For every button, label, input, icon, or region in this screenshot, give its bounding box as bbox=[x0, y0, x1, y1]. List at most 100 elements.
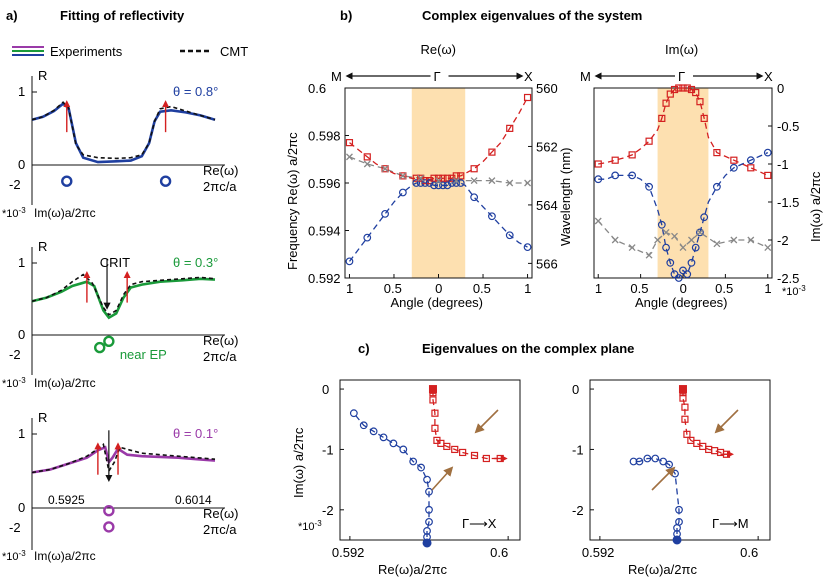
x-tick-label: 0.6 bbox=[740, 545, 758, 560]
x-tick-label: 0.592 bbox=[332, 545, 365, 560]
symmetry-gamma: Γ bbox=[434, 69, 441, 84]
y-tick-label: 0 bbox=[322, 382, 329, 397]
r-axis-label: R bbox=[38, 239, 47, 254]
im-axis-label: Im(ω)a/2πc bbox=[34, 549, 96, 563]
red-data-point bbox=[700, 114, 708, 123]
y-tick-label: -2.5 bbox=[777, 271, 799, 286]
x-axis-label-bottom: 2πc/a bbox=[203, 179, 237, 194]
blue-eigenvalue-point bbox=[643, 454, 652, 463]
gray-fit-line bbox=[597, 220, 769, 257]
direction-label: Γ⟶M bbox=[712, 516, 749, 531]
eigenvalue-point bbox=[103, 335, 115, 347]
y-axis-label: Frequency Re(ω) a/2πc bbox=[285, 132, 300, 270]
y-tick-label: -1 bbox=[777, 157, 789, 172]
gray-data-point bbox=[764, 244, 772, 252]
gray-data-point bbox=[713, 240, 721, 248]
symmetry-gamma: Γ bbox=[678, 69, 685, 84]
red-eigenvalue-point bbox=[459, 448, 467, 457]
theta-label: θ = 0.1° bbox=[173, 426, 218, 441]
gray-data-point bbox=[345, 153, 353, 161]
near-ep-label: near EP bbox=[120, 347, 167, 362]
cmt-curve bbox=[31, 273, 216, 316]
red-start-marker bbox=[428, 385, 437, 394]
ep-arrow-upper bbox=[474, 409, 499, 434]
gray-data-point bbox=[730, 236, 738, 244]
red-data-point bbox=[662, 99, 670, 107]
reflectivity-subplot-1: R1 0 -2 *10-3 Im(ω)a/2πc Re(ω)2πc/a θ = 0.8° bbox=[2, 68, 238, 220]
x-tick-label: 0.592 bbox=[582, 545, 615, 560]
complex-plane-plot-1: 0.592 0.6 0 -1 -2 Re(ω)a/2πc Im(ω) a/2πc *10-3 Γ… bbox=[291, 379, 521, 577]
blue-data-point bbox=[470, 193, 479, 202]
red-data-point bbox=[417, 174, 425, 182]
scale-label: *10-3 bbox=[782, 284, 806, 298]
red-data-point bbox=[692, 88, 700, 97]
blue-eigenvalue-point bbox=[399, 445, 408, 454]
ep-arrow-upper bbox=[714, 409, 739, 434]
tick-label: 1 bbox=[18, 426, 25, 441]
blue-eigenvalue-point bbox=[675, 517, 683, 526]
y-axis-label: Im(ω) a/2πc bbox=[291, 427, 306, 498]
red-data-point bbox=[345, 139, 354, 147]
gray-data-point bbox=[696, 228, 704, 236]
tick-label: -2 bbox=[9, 177, 21, 192]
blue-data-point bbox=[645, 182, 653, 191]
gray-data-point bbox=[611, 236, 619, 244]
plot-title: Im(ω) bbox=[665, 42, 698, 57]
experiment-curve bbox=[31, 445, 216, 474]
blue-data-point bbox=[674, 274, 683, 282]
red-data-point bbox=[448, 174, 456, 182]
x-tick-label: 0.5 bbox=[384, 281, 402, 296]
red-start-marker bbox=[678, 385, 687, 394]
red-data-point bbox=[430, 174, 438, 182]
blue-data-point bbox=[611, 171, 620, 180]
red-eigenvalue-point bbox=[431, 409, 439, 417]
y-tick-label: -1.5 bbox=[777, 195, 799, 210]
red-eigenvalue-point bbox=[683, 430, 691, 438]
r-axis-label: R bbox=[38, 410, 47, 425]
blue-eigenvalue-point bbox=[425, 505, 433, 514]
red-fit-line bbox=[349, 97, 529, 182]
y-tick-label: 0.596 bbox=[308, 176, 341, 191]
gray-data-point bbox=[435, 177, 442, 185]
red-eigenvalue-point bbox=[681, 415, 689, 423]
legend-cmt: CMT bbox=[220, 44, 248, 59]
eigenvalue-point bbox=[61, 175, 73, 187]
x-axis-label: Re(ω)a/2πc bbox=[628, 562, 697, 577]
blue-data-point bbox=[523, 243, 532, 252]
red-data-point bbox=[381, 165, 389, 173]
experiment-curve bbox=[31, 102, 216, 164]
scale-label: *10-3 bbox=[298, 519, 322, 533]
y2-tick-label: 564 bbox=[536, 198, 558, 213]
eigenvalue-point bbox=[94, 341, 106, 354]
y-tick-label: -0.5 bbox=[777, 119, 799, 134]
y-tick-label: -1 bbox=[322, 442, 334, 457]
blue-eigenvalue-point bbox=[379, 433, 388, 442]
gray-data-point bbox=[671, 232, 678, 240]
red-data-point bbox=[399, 172, 407, 180]
blue-data-point bbox=[679, 266, 687, 275]
blue-data-point bbox=[488, 212, 496, 221]
x-min-label: 0.5925 bbox=[48, 493, 85, 507]
blue-data-point bbox=[696, 228, 704, 237]
blue-eigenvalue-point bbox=[635, 457, 644, 466]
red-eigenvalue-point bbox=[482, 454, 490, 463]
y-tick-label: 0.592 bbox=[308, 271, 341, 286]
red-data-point bbox=[713, 149, 721, 157]
panel-b-re-plot: Re(ω) M Γ X 1 0.5 0 0.5 1 Angle (degrees) 0.6 0.598… bbox=[285, 42, 573, 310]
gray-data-point bbox=[654, 236, 662, 244]
experiment-curve bbox=[31, 277, 216, 320]
plot-title: Re(ω) bbox=[421, 42, 456, 57]
y-tick-label: 0.6 bbox=[308, 81, 326, 96]
panel-c-title: Eigenvalues on the complex plane bbox=[422, 341, 634, 356]
y-tick-label: 0 bbox=[777, 81, 784, 96]
im-axis-label: Im(ω)a/2πc bbox=[34, 376, 96, 390]
gray-data-point bbox=[628, 244, 636, 252]
red-data-point bbox=[443, 174, 452, 182]
gray-data-point bbox=[488, 177, 496, 185]
legend-experiments: Experiments bbox=[50, 44, 123, 59]
gray-data-point bbox=[524, 179, 532, 187]
blue-data-point bbox=[443, 181, 452, 190]
gray-data-point bbox=[688, 236, 695, 244]
